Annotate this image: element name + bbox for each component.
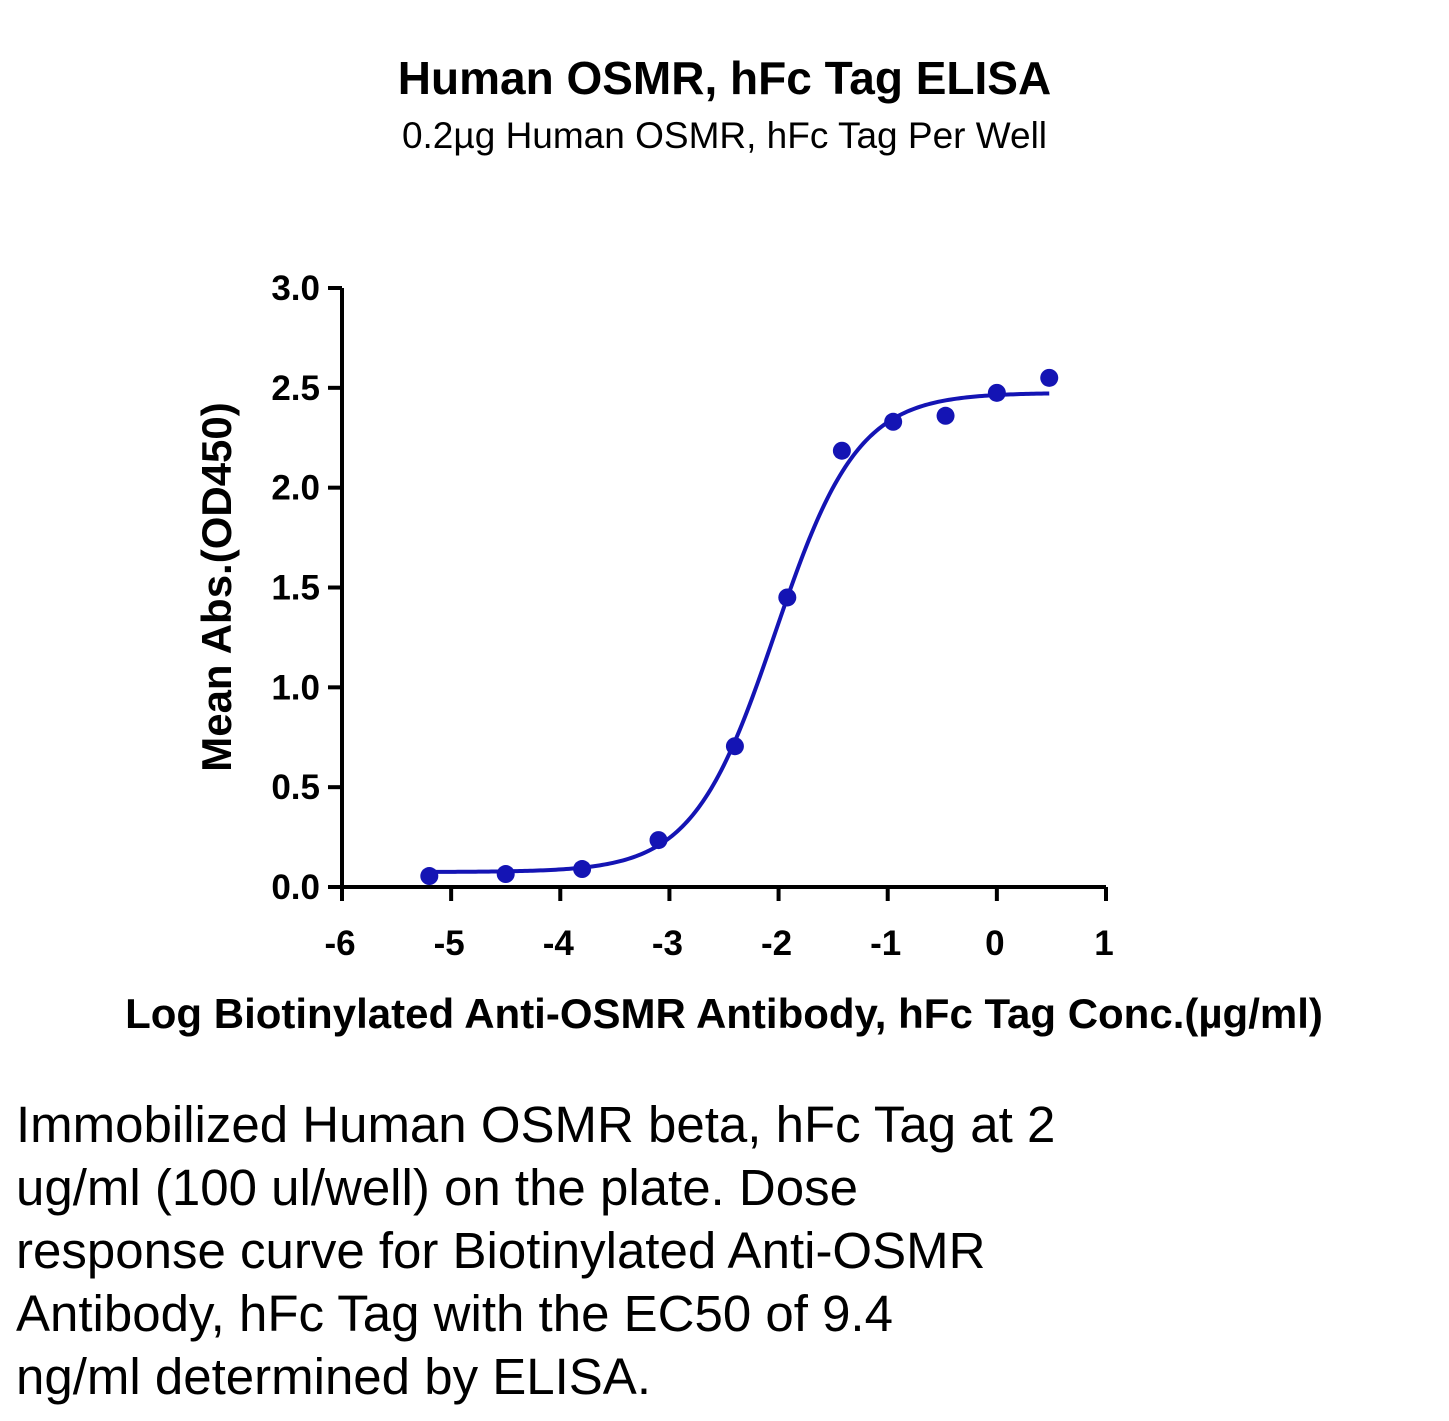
x-axis-ticks: -6 -5 -4 -3 -2 -1 0 1 (324, 887, 1114, 963)
caption-line: ng/ml determined by ELISA. (16, 1348, 651, 1405)
data-point (987, 383, 1006, 402)
chart-title: Human OSMR, hFc Tag ELISA (397, 52, 1052, 104)
caption-line: Antibody, hFc Tag with the EC50 of 9.4 (16, 1285, 893, 1342)
x-tick-label: 0 (985, 924, 1004, 963)
data-points (420, 368, 1059, 886)
x-tick-label: -3 (652, 924, 683, 963)
data-point (573, 860, 592, 879)
y-tick-label: 1.0 (271, 668, 320, 707)
caption-line: ug/ml (100 ul/well) on the plate. Dose (16, 1159, 858, 1216)
y-tick-label: 0.0 (271, 868, 320, 907)
data-point (832, 441, 851, 460)
figure-caption: Immobilized Human OSMR beta, hFc Tag at … (16, 1093, 1216, 1408)
data-point (725, 737, 744, 756)
x-tick-label: 1 (1094, 924, 1113, 963)
y-tick-label: 2.0 (271, 469, 320, 508)
x-tick-label: -6 (324, 924, 355, 963)
data-point (496, 865, 515, 884)
x-tick-label: -2 (761, 924, 792, 963)
caption-line: Immobilized Human OSMR beta, hFc Tag at … (16, 1096, 1056, 1153)
y-tick-label: 0.5 (271, 768, 320, 807)
data-point (936, 406, 955, 425)
y-axis-ticks: 0.0 0.5 1.0 1.5 2.0 2.5 3.0 (271, 269, 342, 907)
x-tick-label: -4 (543, 924, 575, 963)
x-tick-label: -5 (434, 924, 465, 963)
x-axis-label: Log Biotinylated Anti-OSMR Antibody, hFc… (125, 990, 1323, 1037)
y-tick-label: 2.5 (271, 369, 320, 408)
chart-subtitle: 0.2µg Human OSMR, hFc Tag Per Well (401, 115, 1048, 156)
fit-curve (429, 391, 1050, 874)
caption-line: response curve for Biotinylated Anti-OSM… (16, 1222, 986, 1279)
data-point (649, 831, 668, 850)
axes (340, 288, 1106, 889)
data-point (884, 412, 903, 431)
data-point (778, 588, 797, 607)
data-point (1040, 368, 1059, 387)
y-tick-label: 3.0 (271, 269, 320, 308)
y-tick-label: 1.5 (271, 569, 320, 608)
data-point (420, 867, 439, 886)
x-tick-label: -1 (870, 924, 901, 963)
y-axis-label: Mean Abs.(OD450) (193, 402, 240, 772)
chart-plot: -6 -5 -4 -3 -2 -1 0 1 0.0 0.5 1.0 1.5 2.0 2.5 3.0 Log… (125, 269, 1323, 1037)
